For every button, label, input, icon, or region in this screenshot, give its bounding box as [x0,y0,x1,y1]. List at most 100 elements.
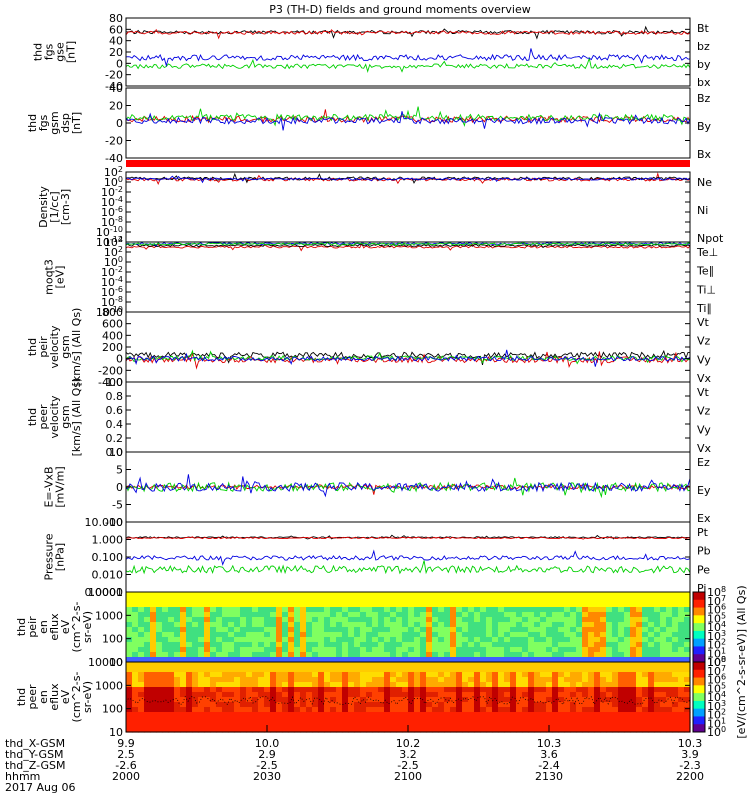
heatmap-cell [672,677,679,683]
heatmap-cell [360,597,367,603]
heatmap-cell [426,642,433,648]
heatmap-cell [306,612,313,618]
heatmap-cell [552,597,559,603]
heatmap-cell [288,607,295,613]
colorbar-tick-label: 102 [707,708,726,722]
heatmap-cell [636,682,643,688]
heatmap-cell [396,702,403,708]
heatmap-cell [612,687,619,693]
heatmap-cell [576,717,583,723]
heatmap-cell [288,692,295,698]
heatmap-cell [474,652,481,658]
heatmap-cell [444,632,451,638]
heatmap-cell [252,632,259,638]
heatmap-cell [456,632,463,638]
heatmap-cell [612,707,619,713]
heatmap-cell [366,592,373,598]
heatmap-cell [240,702,247,708]
heatmap-cell [240,632,247,638]
heatmap-cell [324,722,331,728]
heatmap-cell [396,592,403,598]
heatmap-cell [348,637,355,643]
heatmap-cell [456,687,463,693]
heatmap-cell [144,637,151,643]
heatmap-cell [468,622,475,628]
heatmap-cell [318,697,325,703]
heatmap-cell [546,597,553,603]
heatmap-cell [294,602,301,608]
heatmap-cell [600,592,607,598]
heatmap-cell [192,672,199,678]
y-tick-label: 0 [116,353,123,366]
heatmap-cell [612,652,619,658]
heatmap-cell [684,632,691,638]
y-axis-label-line: [cm-3] [59,189,72,225]
heatmap-cell [618,602,625,608]
heatmap-cell [546,712,553,718]
heatmap-cell [336,677,343,683]
heatmap-cell [594,612,601,618]
heatmap-cell [600,642,607,648]
heatmap-cell [342,662,349,668]
heatmap-cell [246,637,253,643]
heatmap-cell [540,592,547,598]
heatmap-cell [516,617,523,623]
heatmap-cell [510,597,517,603]
heatmap-cell [630,597,637,603]
heatmap-cell [672,712,679,718]
heatmap-cell [510,662,517,668]
heatmap-cell [654,662,661,668]
legend-entry: by [697,58,711,71]
heatmap-cell [228,607,235,613]
heatmap-cell [330,637,337,643]
heatmap-cell [354,642,361,648]
heatmap-cell [300,697,307,703]
heatmap-cell [372,682,379,688]
heatmap-cell [264,712,271,718]
heatmap-cell [456,617,463,623]
heatmap-cell [618,647,625,653]
heatmap-cell [198,677,205,683]
heatmap-cell [408,612,415,618]
heatmap-cell [318,622,325,628]
heatmap-cell [630,647,637,653]
heatmap-cell [168,692,175,698]
heatmap-cell [240,622,247,628]
heatmap-cell [678,662,685,668]
y-axis-label: Density[1/cc][cm-3] [37,186,72,228]
series-line-Bz [125,109,691,124]
heatmap-cell [384,612,391,618]
colorbar-swatch [693,607,705,616]
heatmap-cell [492,717,499,723]
heatmap-cell [426,717,433,723]
heatmap-cell [264,687,271,693]
heatmap-cell [306,687,313,693]
heatmap-cell [126,652,133,658]
heatmap-cell [408,677,415,683]
heatmap-cell [438,592,445,598]
heatmap-cell [576,707,583,713]
heatmap-cell [402,647,409,653]
heatmap-cell [198,612,205,618]
heatmap-cell [252,642,259,648]
heatmap-cell [660,627,667,633]
heatmap-cell [414,712,421,718]
heatmap-cell [138,727,145,733]
heatmap-cell [624,632,631,638]
heatmap-cell [150,602,157,608]
heatmap-cell [324,662,331,668]
y-axis-label-line: peir [26,616,39,638]
y-tick-label: 10 [109,726,123,739]
heatmap-cell [198,592,205,598]
heatmap-cell [282,647,289,653]
heatmap-cell [150,702,157,708]
heatmap-cell [456,722,463,728]
heatmap-cell [582,657,589,663]
heatmap-cell [282,592,289,598]
heatmap-cell [144,667,151,673]
heatmap-cell [438,632,445,638]
heatmap-cell [216,707,223,713]
colorbar-swatch [693,700,705,710]
heatmap-cell [540,597,547,603]
heatmap-cell [426,622,433,628]
